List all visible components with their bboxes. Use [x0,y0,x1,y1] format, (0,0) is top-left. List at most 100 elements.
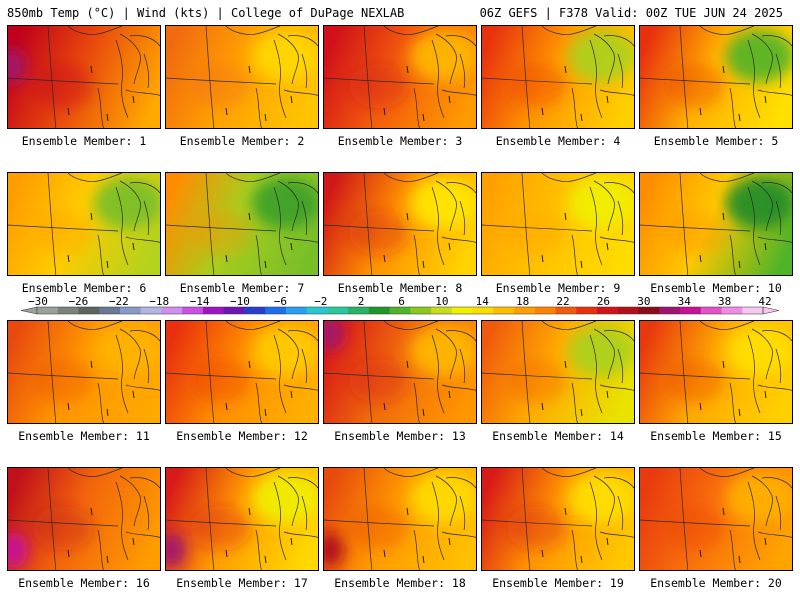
wind-barbs [383,360,451,417]
colorbar-segment [182,307,204,314]
ensemble-member-15-map [639,320,793,424]
ensemble-member-12-map [165,320,319,424]
wind-barbs [541,360,609,417]
colorbar-tick-label: −22 [109,296,129,308]
ensemble-member-6-map [7,172,161,276]
colorbar-segment [244,307,266,314]
member-label-3: Ensemble Member: 3 [337,134,463,148]
warm-anomaly [349,359,409,403]
colorbar-segment [37,307,59,314]
colorbar-tick-label: 10 [435,296,448,308]
hot-core [324,321,344,351]
cool-anomaly [568,177,634,229]
colorbar-right-arrow [762,306,780,315]
state-boundaries [482,468,634,570]
ensemble-member-11-map [7,320,161,424]
colorbar-segment [368,307,391,314]
colorbar-segment [680,307,702,314]
wind-barbs [383,507,451,564]
state-boundaries [324,26,476,128]
colorbar-tick-label: −26 [68,296,88,308]
state-boundaries [166,26,318,128]
member-label-19: Ensemble Member: 19 [492,576,624,590]
colorbar-segment [617,307,640,314]
member-label-10: Ensemble Member: 10 [650,281,782,295]
warm-anomaly [191,506,251,550]
cool-anomaly [410,325,476,377]
hot-core [8,48,26,84]
cool-anomaly [252,325,318,377]
colorbar-tick-label: 38 [718,296,731,308]
member-label-1: Ensemble Member: 1 [21,134,147,148]
wind-barbs [67,65,135,122]
member-label-14: Ensemble Member: 14 [492,429,624,443]
warm-anomaly [507,211,567,255]
ensemble-member-13-map [323,320,477,424]
cool-anomaly [726,30,792,82]
colorbar-segment [306,307,328,314]
ensemble-member-2-map [165,25,319,129]
member-label-9: Ensemble Member: 9 [495,281,621,295]
colorbar-segment [742,307,764,314]
wind-barbs [383,65,451,122]
colorbar-segment [348,307,370,314]
state-boundaries [8,321,160,423]
colorbar-segment [140,307,162,314]
colorbar-segment [57,307,79,314]
warm-anomaly [507,359,567,403]
wind-barbs [67,212,135,269]
hot-core [166,532,186,568]
member-label-16: Ensemble Member: 16 [18,576,150,590]
ensemble-member-7-map [165,172,319,276]
colorbar-segment [161,307,183,314]
ensemble-member-20-map [639,467,793,571]
colorbar-tick-label: 14 [476,296,490,308]
colorbar-tick-label: −18 [149,296,169,308]
state-boundaries [640,321,792,423]
run-valid-time: 06Z GEFS | F378 Valid: 00Z TUE JUN 24 20… [479,6,783,20]
cool-anomaly [252,472,318,524]
state-boundaries [640,468,792,570]
ensemble-member-8-map [323,172,477,276]
warm-anomaly [665,359,725,403]
state-boundaries [166,321,318,423]
ensemble-member-19-map [481,467,635,571]
warm-anomaly [33,64,93,108]
wind-barbs [383,212,451,269]
member-label-15: Ensemble Member: 15 [650,429,782,443]
colorbar-segment [119,307,142,314]
wind-barbs [225,65,293,122]
colorbar-segment [700,307,723,314]
cool-anomaly [410,30,476,82]
colorbar-segment [410,307,432,314]
colorbar-segment [576,307,598,314]
cool-anomaly [94,325,160,377]
state-boundaries [8,173,160,275]
colorbar-segment [78,307,100,314]
wind-barbs [225,360,293,417]
member-label-5: Ensemble Member: 5 [653,134,779,148]
warm-anomaly [349,64,409,108]
wind-barbs [541,507,609,564]
state-boundaries [482,26,634,128]
ensemble-member-5-map [639,25,793,129]
ensemble-member-17-map [165,467,319,571]
cool-anomaly [94,177,160,229]
colorbar-tick-label: 42 [758,296,771,308]
warm-anomaly [507,506,567,550]
wind-barbs [541,212,609,269]
member-label-17: Ensemble Member: 17 [176,576,308,590]
colorbar-tick-label: 18 [516,296,529,308]
member-label-11: Ensemble Member: 11 [18,429,150,443]
map-title: 850mb Temp (°C) | Wind (kts) | College o… [7,6,405,20]
cool-anomaly [568,325,634,377]
colorbar-tick-label: −14 [190,296,210,308]
hot-core [324,532,344,568]
cool-anomaly [726,472,792,524]
colorbar-segment [659,307,681,314]
member-label-6: Ensemble Member: 6 [21,281,147,295]
colorbar-tick-label: 30 [637,296,650,308]
warm-anomaly [33,211,93,255]
colorbar-segment [389,307,411,314]
state-boundaries [482,173,634,275]
